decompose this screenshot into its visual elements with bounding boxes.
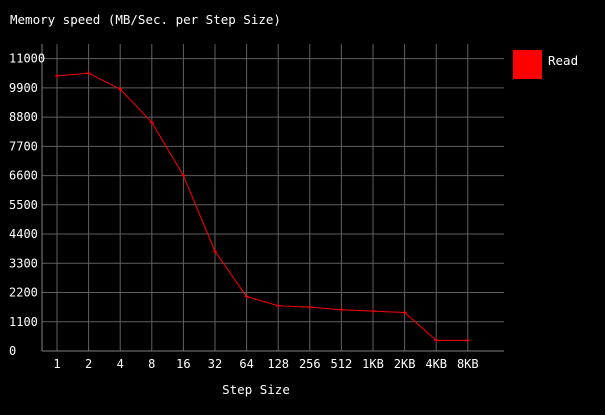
y-tick-labels: 0 1100 2200 3300 4400 5500 6600 7700 8800 9900 110… (9, 52, 45, 358)
data-point-0-3 (149, 120, 154, 125)
y-tick-label-9: 9900 (9, 81, 38, 95)
x-tick-label-3: 8 (148, 357, 155, 371)
x-tick-label-13: 8KB (457, 357, 479, 371)
data-point-0-13 (465, 338, 470, 343)
y-tick-label-0: 0 (9, 344, 16, 358)
x-axis-label: Step Size (222, 382, 290, 397)
x-tick-label-7: 128 (267, 357, 289, 371)
x-tick-labels: 1 2 4 8 16 32 64 128 256 512 1KB 2KB 4KB 8KB (53, 357, 478, 371)
y-tick-label-8: 8800 (9, 110, 38, 124)
data-point-0-4 (181, 173, 186, 178)
y-tick-label-7: 7700 (9, 139, 38, 153)
series-layer (55, 71, 470, 343)
data-point-0-6 (244, 294, 249, 299)
data-point-0-12 (434, 338, 439, 343)
data-point-0-10 (371, 309, 375, 314)
y-tick-label-2: 2200 (9, 286, 38, 300)
x-tick-label-2: 4 (117, 357, 124, 371)
x-tick-label-0: 1 (53, 357, 60, 371)
legend: Read (513, 50, 578, 79)
data-point-0-1 (86, 71, 91, 76)
x-tick-label-12: 4KB (425, 357, 447, 371)
x-tick-label-8: 256 (299, 357, 321, 371)
x-tick-label-9: 512 (331, 357, 353, 371)
data-point-0-7 (276, 303, 281, 308)
y-tick-label-5: 5500 (9, 198, 38, 212)
chart-title: Memory speed (MB/Sec. per Step Size) (10, 12, 281, 27)
data-point-0-0 (55, 73, 59, 78)
y-tick-label-3: 3300 (9, 256, 38, 270)
legend-label-read: Read (548, 53, 578, 68)
data-point-0-2 (118, 87, 123, 92)
x-tick-label-1: 2 (85, 357, 92, 371)
grid (41, 44, 504, 352)
x-tick-label-10: 1KB (362, 357, 384, 371)
x-tick-label-4: 16 (176, 357, 190, 371)
data-point-0-9 (339, 307, 344, 312)
series-line-0 (56, 72, 468, 341)
x-tick-label-5: 32 (208, 357, 222, 371)
data-point-0-8 (307, 305, 312, 310)
legend-swatch-read (513, 50, 542, 79)
y-tick-label-6: 6600 (9, 169, 38, 183)
y-tick-label-10: 11000 (9, 52, 45, 66)
data-point-0-5 (213, 249, 217, 254)
data-point-0-11 (402, 310, 407, 315)
x-tick-label-11: 2KB (394, 357, 416, 371)
x-tick-label-6: 64 (239, 357, 253, 371)
y-tick-label-4: 4400 (9, 227, 38, 241)
y-tick-label-1: 1100 (9, 315, 38, 329)
